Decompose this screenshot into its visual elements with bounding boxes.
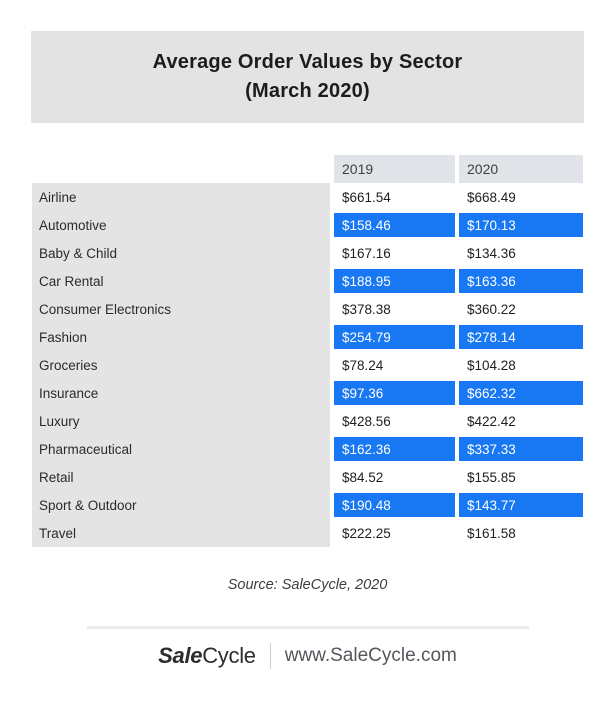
value-2019: $162.36 [334, 435, 455, 463]
table-row: Insurance $97.36 $662.32 [32, 379, 583, 407]
logo-cycle: Cycle [202, 643, 256, 668]
footer-brand-bar: SaleCycle www.SaleCycle.com [0, 641, 615, 671]
sector-label: Consumer Electronics [32, 295, 330, 323]
header-spacer [32, 155, 330, 183]
table-body: Airline $661.54 $668.49 Automotive $158.46 $1… [32, 183, 583, 547]
aov-table: 2019 2020 Airline $661.54 $668.49 Automotiv… [32, 155, 583, 547]
value-2019: $378.38 [334, 295, 455, 323]
sector-label: Groceries [32, 351, 330, 379]
sector-label: Luxury [32, 407, 330, 435]
table-row: Consumer Electronics $378.38 $360.22 [32, 295, 583, 323]
value-2019: $188.95 [334, 267, 455, 295]
table-row: Travel $222.25 $161.58 [32, 519, 583, 547]
value-2020: $668.49 [459, 183, 583, 211]
value-2020: $278.14 [459, 323, 583, 351]
value-2020: $163.36 [459, 267, 583, 295]
title-box: Average Order Values by Sector (March 20… [31, 31, 584, 123]
value-2019: $158.46 [334, 211, 455, 239]
value-2019: $84.52 [334, 463, 455, 491]
chart-title-line2: (March 2020) [245, 80, 370, 102]
table-row: Pharmaceutical $162.36 $337.33 [32, 435, 583, 463]
sector-label: Car Rental [32, 267, 330, 295]
website-url: www.SaleCycle.com [284, 645, 457, 666]
value-2020: $170.13 [459, 211, 583, 239]
sector-label: Sport & Outdoor [32, 491, 330, 519]
value-2020: $104.28 [459, 351, 583, 379]
value-2019: $428.56 [334, 407, 455, 435]
table-header-row: 2019 2020 [32, 155, 583, 183]
sector-label: Automotive [32, 211, 330, 239]
value-2020: $161.58 [459, 519, 583, 547]
table-row: Luxury $428.56 $422.42 [32, 407, 583, 435]
logo-sale: Sale [158, 643, 203, 668]
footer-divider [87, 626, 529, 629]
sector-label: Airline [32, 183, 330, 211]
table-row: Retail $84.52 $155.85 [32, 463, 583, 491]
value-2019: $167.16 [334, 239, 455, 267]
value-2020: $360.22 [459, 295, 583, 323]
column-header-2019: 2019 [334, 155, 455, 183]
sector-label: Pharmaceutical [32, 435, 330, 463]
sector-label: Retail [32, 463, 330, 491]
source-note: Source: SaleCycle, 2020 [227, 577, 388, 593]
table-row: Car Rental $188.95 $163.36 [32, 267, 583, 295]
table-row: Airline $661.54 $668.49 [32, 183, 583, 211]
logo-separator [269, 643, 271, 669]
table-row: Groceries $78.24 $104.28 [32, 351, 583, 379]
salecycle-logo: SaleCycle [158, 643, 256, 669]
value-2019: $661.54 [334, 183, 455, 211]
value-2019: $97.36 [334, 379, 455, 407]
table-row: Baby & Child $167.16 $134.36 [32, 239, 583, 267]
value-2020: $134.36 [459, 239, 583, 267]
value-2019: $78.24 [334, 351, 455, 379]
value-2019: $190.48 [334, 491, 455, 519]
table-row: Automotive $158.46 $170.13 [32, 211, 583, 239]
chart-title-line1: Average Order Values by Sector [152, 51, 463, 73]
sector-label: Insurance [32, 379, 330, 407]
value-2020: $155.85 [459, 463, 583, 491]
value-2020: $662.32 [459, 379, 583, 407]
sector-label: Baby & Child [32, 239, 330, 267]
value-2019: $222.25 [334, 519, 455, 547]
table-row: Fashion $254.79 $278.14 [32, 323, 583, 351]
value-2020: $337.33 [459, 435, 583, 463]
sector-label: Fashion [32, 323, 330, 351]
value-2020: $143.77 [459, 491, 583, 519]
value-2020: $422.42 [459, 407, 583, 435]
table-row: Sport & Outdoor $190.48 $143.77 [32, 491, 583, 519]
value-2019: $254.79 [334, 323, 455, 351]
column-header-2020: 2020 [459, 155, 583, 183]
sector-label: Travel [32, 519, 330, 547]
